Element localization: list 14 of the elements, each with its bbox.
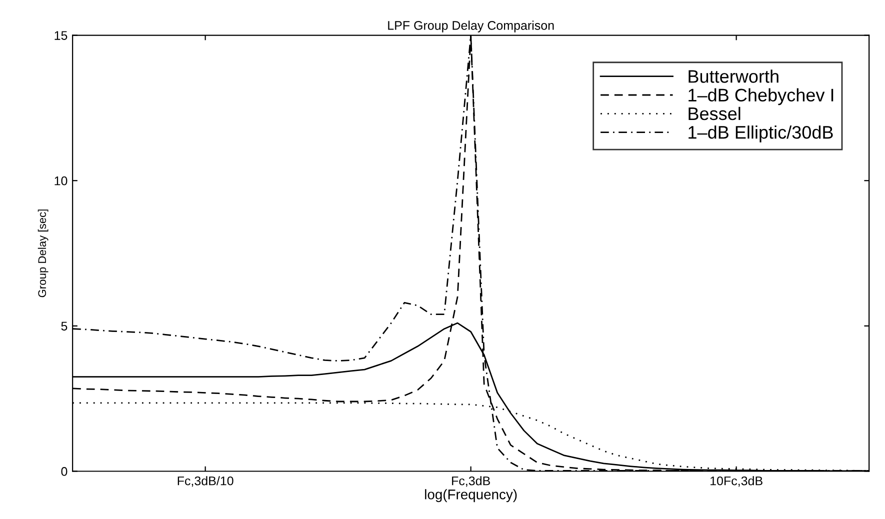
legend-label: Butterworth: [688, 70, 778, 83]
x-tick-label: 10Fc,3dB: [710, 476, 762, 487]
legend-label: 1–dB Elliptic/30dB: [688, 126, 833, 142]
y-tick-label: 0: [61, 467, 68, 476]
chart-title: LPF Group Delay Comparison: [388, 20, 554, 32]
x-tick-label: Fc,3dB/10: [178, 476, 234, 487]
y-tick-label: 10: [54, 176, 68, 186]
y-axis-title: Group Delay [sec]: [38, 210, 48, 298]
legend-label: Bessel: [688, 106, 740, 120]
y-tick-label: 15: [54, 31, 68, 40]
legend-label: 1–dB Chebychev I: [688, 88, 834, 106]
x-tick-label: Fc,3dB: [452, 476, 490, 487]
y-tick-label: 5: [61, 322, 68, 331]
x-axis-title: log(Frequency): [425, 489, 517, 502]
